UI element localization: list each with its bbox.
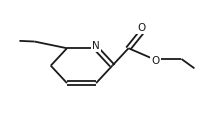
Text: N: N xyxy=(92,41,100,51)
Text: O: O xyxy=(151,56,160,66)
Text: O: O xyxy=(137,23,146,33)
